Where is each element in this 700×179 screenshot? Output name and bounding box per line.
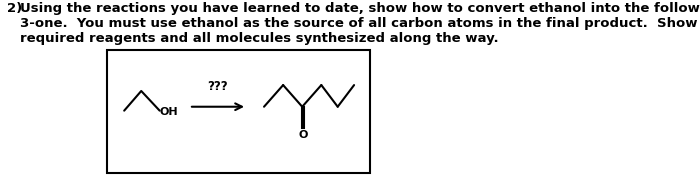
Text: 2): 2) [7,2,22,15]
Text: required reagents and all molecules synthesized along the way.: required reagents and all molecules synt… [20,32,499,45]
Text: 3-one.  You must use ethanol as the source of all carbon atoms in the final prod: 3-one. You must use ethanol as the sourc… [20,17,700,30]
Text: Using the reactions you have learned to date, show how to convert ethanol into t: Using the reactions you have learned to … [20,2,700,15]
Bar [107,50,370,173]
Text: O: O [299,130,308,140]
Text: OH: OH [160,107,178,117]
Text: ???: ??? [208,80,228,93]
